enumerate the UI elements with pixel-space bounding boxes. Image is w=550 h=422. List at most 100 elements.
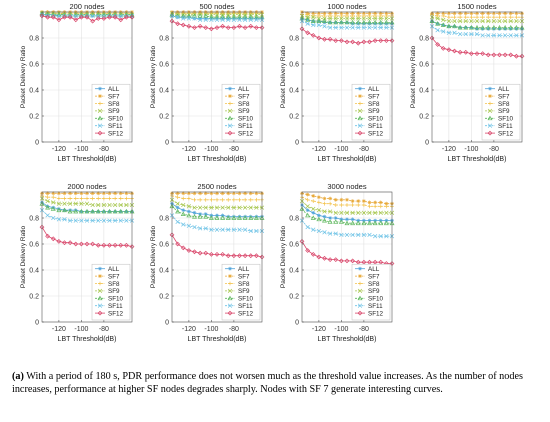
data-point-sf7 bbox=[328, 11, 333, 16]
data-point-sf7 bbox=[215, 191, 219, 196]
y-axis-label: Packet Delivery Ratio bbox=[150, 226, 157, 289]
data-point-sf7 bbox=[441, 11, 446, 16]
data-point-sf8 bbox=[220, 197, 225, 202]
data-point-sf12 bbox=[50, 14, 56, 20]
data-point-sf9 bbox=[361, 16, 367, 21]
data-point-sf11 bbox=[203, 226, 208, 231]
legend-label: SF10 bbox=[238, 296, 254, 303]
data-point-sf7 bbox=[198, 191, 203, 196]
data-point-sf10 bbox=[372, 19, 378, 25]
data-point-sf12 bbox=[350, 258, 356, 264]
data-point-sf9 bbox=[192, 205, 197, 210]
data-point-sf9 bbox=[474, 18, 480, 24]
data-point-all bbox=[186, 209, 191, 214]
data-point-sf8 bbox=[254, 197, 259, 202]
data-point-sf10 bbox=[203, 13, 209, 18]
x-tick-label: -100 bbox=[204, 326, 218, 333]
legend-marker bbox=[487, 123, 493, 128]
y-tick-label: 0.6 bbox=[29, 61, 39, 68]
data-point-sf12 bbox=[95, 16, 101, 21]
data-point-sf12 bbox=[73, 17, 79, 23]
chart-panel: -120 -100 -80 0 0.2 0.4 0.6 0.8 2000 nodes LBT Th… bbox=[20, 182, 135, 343]
data-point-sf8 bbox=[367, 204, 372, 209]
data-point-sf7 bbox=[85, 191, 89, 196]
legend-marker bbox=[227, 295, 233, 301]
data-point-sf7 bbox=[62, 191, 67, 196]
data-point-sf10 bbox=[322, 18, 327, 23]
data-point-all bbox=[181, 208, 186, 213]
data-point-sf7 bbox=[68, 191, 73, 196]
legend-marker bbox=[357, 123, 363, 128]
x-tick-label: -80 bbox=[229, 326, 239, 333]
data-point-sf9 bbox=[446, 18, 452, 24]
data-point-sf12 bbox=[338, 38, 344, 43]
data-point-sf8 bbox=[305, 12, 310, 17]
data-point-sf12 bbox=[253, 253, 259, 259]
data-point-sf10 bbox=[90, 208, 96, 214]
data-point-sf7 bbox=[350, 11, 355, 16]
legend-label: ALL bbox=[368, 266, 380, 273]
legend-marker bbox=[98, 101, 102, 106]
chart-panel: -120 -100 -80 0 0.2 0.4 0.6 0.8 200 nodes LBT Thr… bbox=[20, 2, 135, 163]
data-point-sf12 bbox=[192, 25, 197, 30]
data-point-sf12 bbox=[186, 23, 192, 29]
data-point-sf9 bbox=[124, 202, 129, 208]
x-tick-label: -80 bbox=[99, 146, 109, 153]
legend-marker bbox=[98, 86, 102, 91]
data-point-sf10 bbox=[197, 214, 203, 219]
legend-label: SF11 bbox=[368, 303, 383, 310]
data-point-sf8 bbox=[316, 14, 321, 18]
data-point-sf7 bbox=[56, 191, 61, 196]
data-point-sf12 bbox=[192, 249, 197, 255]
data-point-sf11 bbox=[175, 15, 180, 20]
data-point-sf10 bbox=[355, 220, 361, 226]
data-point-sf11 bbox=[497, 33, 502, 38]
legend-marker bbox=[97, 295, 103, 301]
data-point-all bbox=[345, 217, 349, 222]
data-point-sf12 bbox=[322, 255, 327, 261]
data-point-sf10 bbox=[338, 219, 344, 224]
axes-frame bbox=[41, 11, 133, 143]
data-point-sf7 bbox=[322, 11, 327, 16]
data-point-sf7 bbox=[220, 191, 225, 196]
x-axis-label: LBT Threshold(dB) bbox=[448, 156, 507, 163]
legend-marker bbox=[487, 115, 493, 121]
data-point-sf12 bbox=[468, 51, 474, 56]
legend-marker bbox=[358, 281, 362, 286]
data-point-sf10 bbox=[305, 17, 311, 22]
data-point-sf12 bbox=[208, 26, 214, 32]
data-point-sf7 bbox=[311, 194, 316, 198]
data-point-sf9 bbox=[452, 18, 457, 24]
data-point-sf7 bbox=[367, 200, 372, 205]
data-point-sf11 bbox=[474, 31, 480, 37]
data-point-sf10 bbox=[355, 19, 361, 25]
data-point-sf7 bbox=[378, 200, 383, 205]
chart-title: 2000 nodes bbox=[67, 182, 106, 191]
data-point-sf7 bbox=[118, 191, 123, 196]
data-point-sf7 bbox=[316, 195, 321, 200]
data-point-sf11 bbox=[209, 17, 214, 22]
data-point-sf11 bbox=[197, 17, 203, 22]
data-point-sf12 bbox=[180, 245, 186, 251]
data-point-sf7 bbox=[113, 191, 118, 196]
legend-marker bbox=[227, 123, 233, 128]
legend-label: ALL bbox=[108, 86, 120, 93]
legend-label: SF12 bbox=[368, 130, 384, 137]
data-point-sf7 bbox=[345, 197, 349, 202]
data-point-sf7 bbox=[480, 11, 485, 16]
x-axis-label: LBT Threshold(dB) bbox=[188, 156, 247, 163]
data-point-sf8 bbox=[51, 195, 56, 200]
data-point-sf11 bbox=[242, 227, 248, 232]
data-point-sf12 bbox=[463, 49, 469, 55]
data-point-sf7 bbox=[322, 196, 327, 201]
data-point-sf11 bbox=[62, 217, 67, 222]
data-point-sf10 bbox=[175, 208, 181, 214]
series-line-sf10 bbox=[301, 18, 392, 23]
data-point-sf11 bbox=[96, 13, 101, 19]
chart-title: 200 nodes bbox=[69, 2, 104, 11]
data-point-sf9 bbox=[96, 202, 101, 208]
data-point-sf9 bbox=[237, 205, 242, 210]
data-point-sf11 bbox=[316, 228, 322, 234]
data-point-sf7 bbox=[124, 191, 129, 196]
legend-label: SF8 bbox=[498, 101, 510, 108]
